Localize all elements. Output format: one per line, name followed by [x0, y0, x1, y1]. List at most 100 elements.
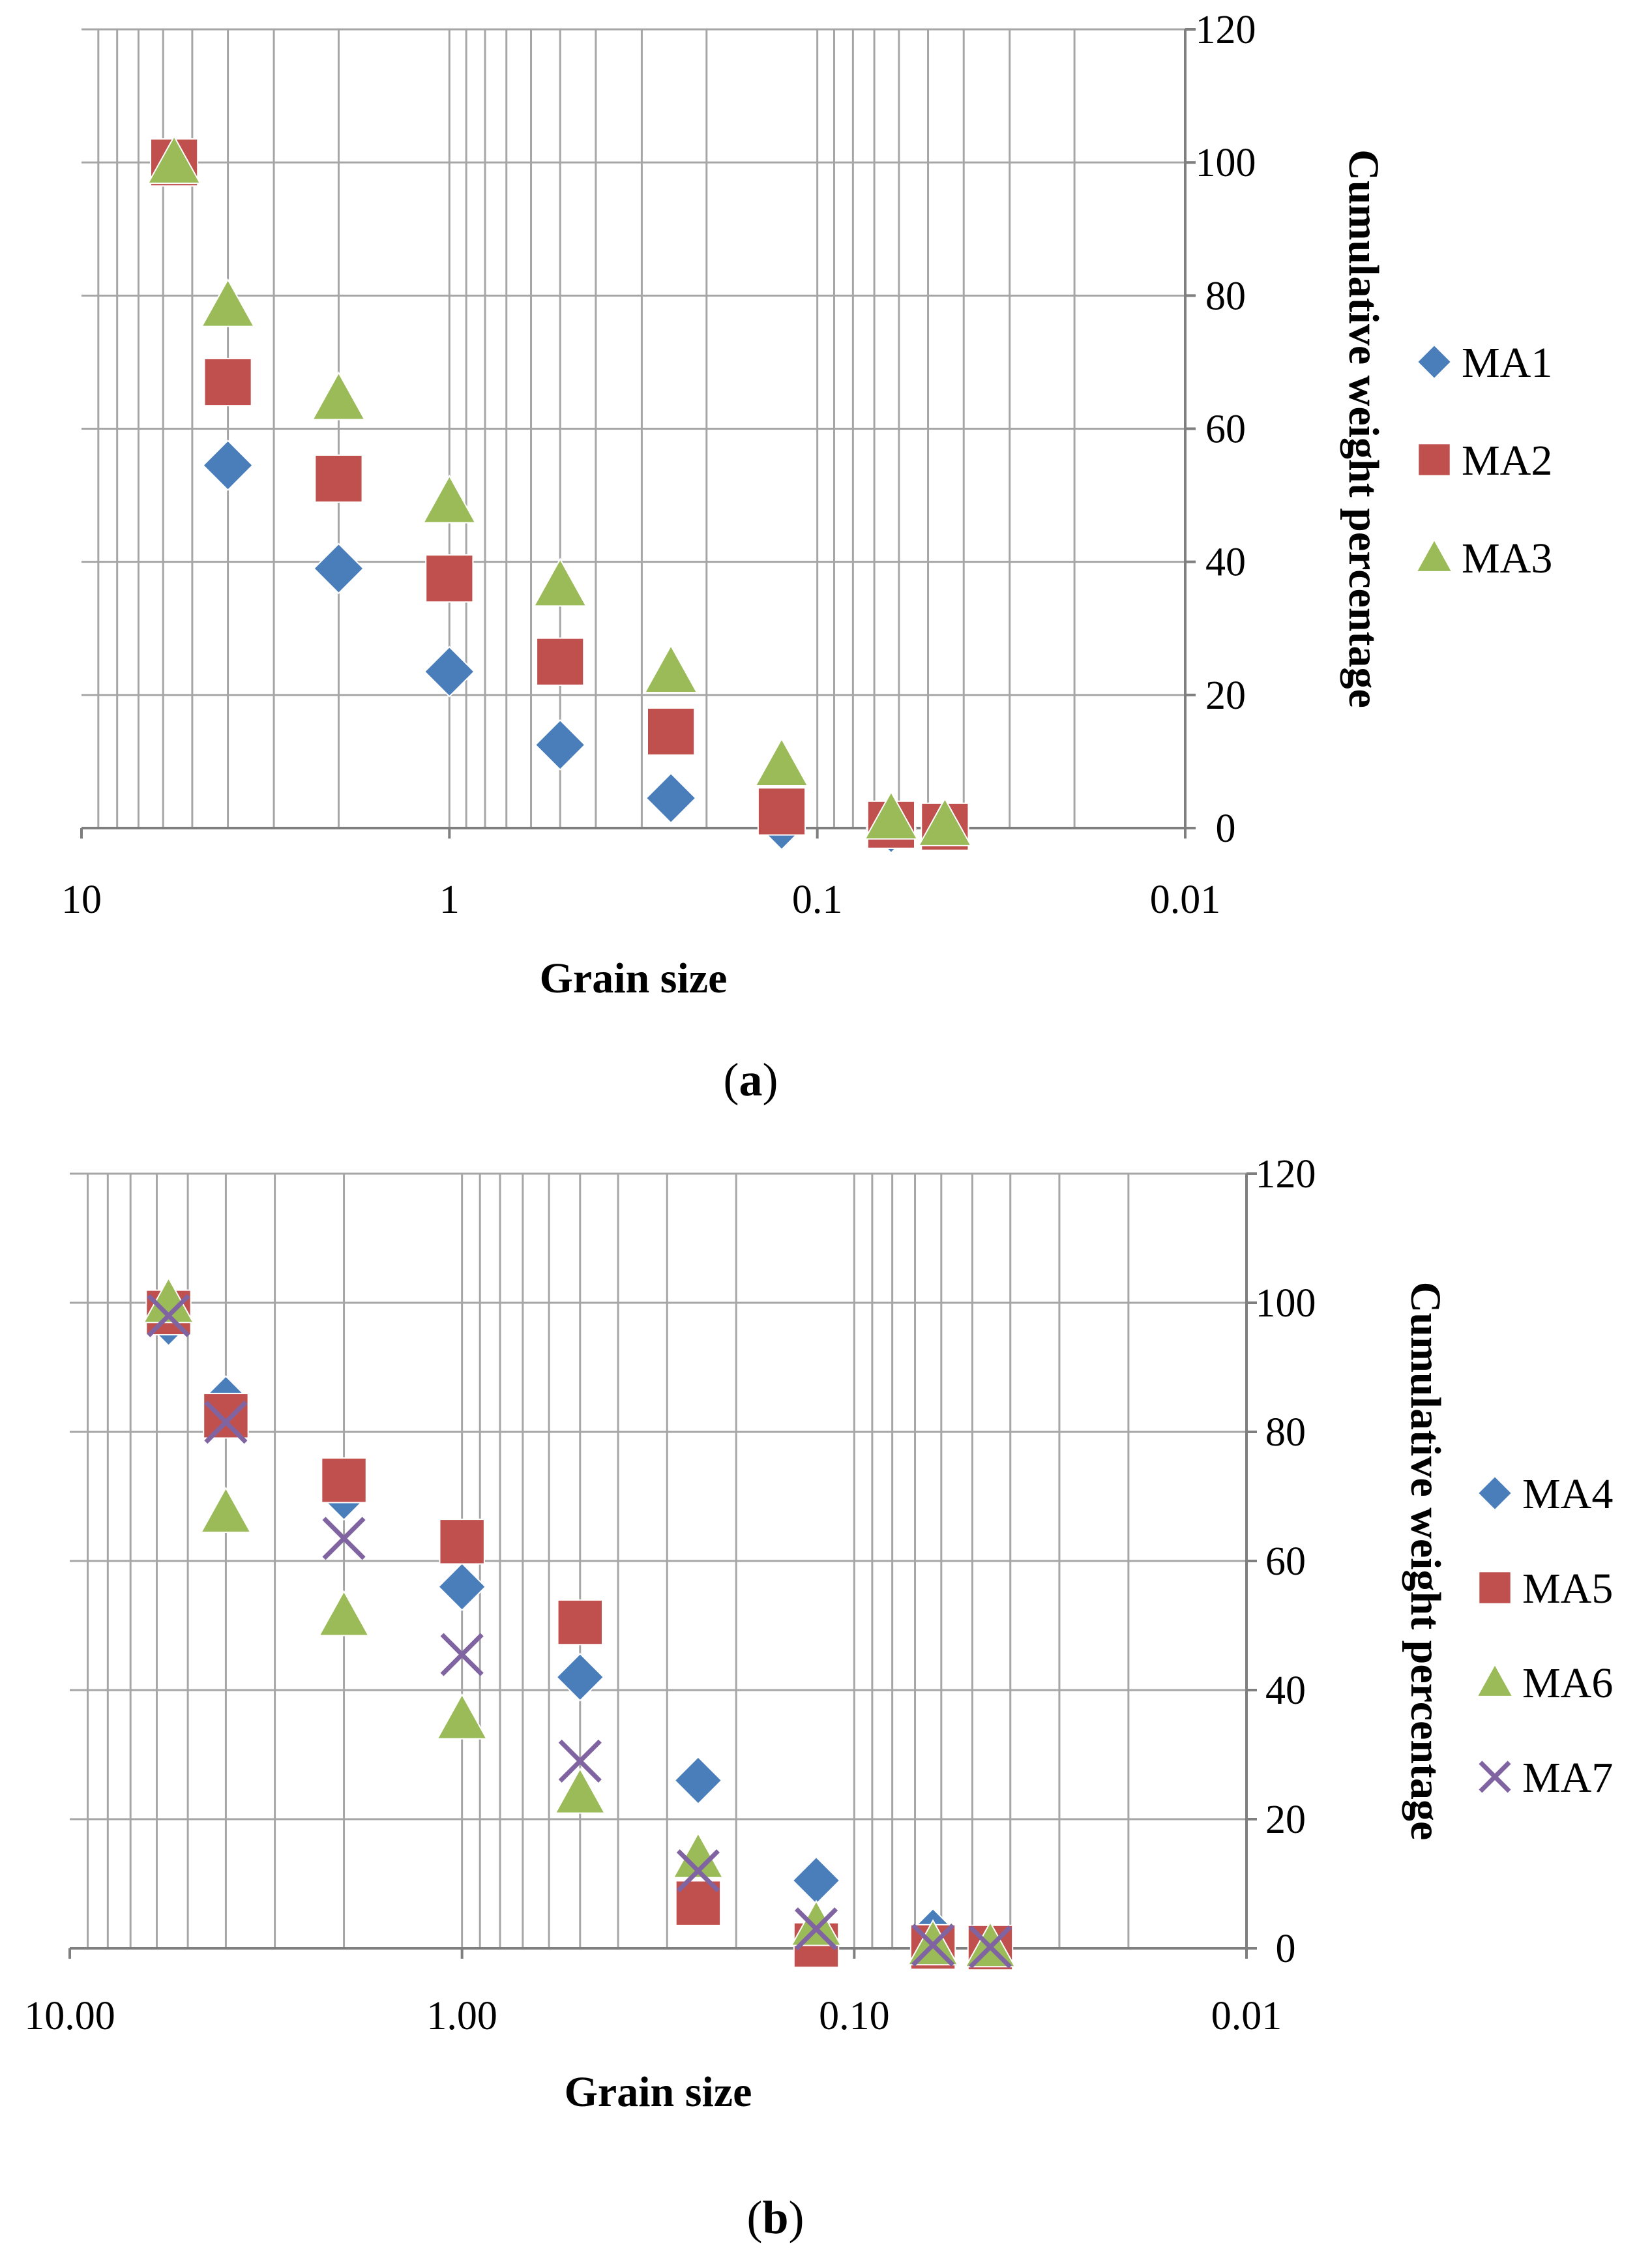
data-point	[440, 1633, 484, 1676]
data-point	[436, 1693, 488, 1740]
data-point	[147, 135, 201, 185]
y-tick-label: 0	[1276, 1927, 1296, 1971]
legend-item-ma2: MA2	[1417, 437, 1552, 484]
data-point	[314, 454, 363, 503]
y-tick-label: 40	[1265, 1669, 1306, 1713]
data-point	[794, 1907, 838, 1951]
y-tick-label: 20	[1265, 1798, 1306, 1842]
gridlines	[81, 28, 1187, 829]
data-point	[791, 1856, 841, 1905]
legend-label: MA2	[1462, 437, 1552, 484]
data-point	[203, 357, 252, 407]
data-point	[533, 557, 587, 607]
cross-stroke	[322, 1517, 366, 1560]
data-point	[554, 1767, 606, 1814]
y-tick-label: 120	[1196, 8, 1256, 52]
y-tick-label: 80	[1265, 1410, 1306, 1455]
legend-item-ma4: MA4	[1477, 1470, 1613, 1518]
x-tick-label: 0.01	[1211, 1994, 1282, 2038]
data-point	[555, 1652, 605, 1702]
chart-b: 10.00 1.00 0.10 0.01 0 20 40 60 80 100 120 Grain si…	[24, 1152, 1613, 2244]
y-tick-label: 100	[1256, 1281, 1316, 1326]
x-tick-label: 0.10	[819, 1994, 890, 2038]
cross-stroke	[911, 1923, 955, 1967]
data-point	[204, 1401, 248, 1444]
legend-item-ma1: MA1	[1416, 339, 1552, 387]
x-tick-label: 1.00	[426, 1994, 497, 2038]
cross-stroke	[204, 1401, 248, 1444]
data-point	[754, 737, 809, 786]
cross-stroke	[1479, 1760, 1511, 1793]
legend-item-ma3: MA3	[1415, 535, 1552, 582]
legend-marker	[1479, 1760, 1511, 1793]
legend-label: MA4	[1522, 1470, 1613, 1518]
x-axis-label: Grain size	[540, 955, 728, 1002]
legend-marker	[1415, 538, 1453, 572]
data-point	[646, 707, 696, 756]
x-tick-label: 0.01	[1150, 878, 1221, 922]
legend-label: MA1	[1462, 339, 1552, 387]
data-point	[425, 554, 474, 603]
data-point	[322, 1517, 366, 1560]
x-tick-label: 0.1	[792, 878, 843, 922]
legend-marker	[1416, 344, 1453, 380]
y-tick-label: 0	[1216, 807, 1236, 851]
data-point	[422, 474, 477, 524]
chart-a: 10 1 0.1 0.01 0 20 40 60 80 100 120 Grain size Cumul…	[61, 8, 1552, 1106]
legend-label: MA5	[1522, 1565, 1613, 1612]
data-point	[318, 1590, 370, 1637]
data-point	[536, 637, 585, 686]
legend-marker	[1476, 1663, 1514, 1697]
series-ma3	[147, 135, 972, 846]
cross-stroke	[558, 1739, 602, 1783]
data-point	[147, 1294, 190, 1337]
data-point	[321, 1457, 367, 1504]
legend: MA4 MA5 MA6 MA7	[1476, 1470, 1613, 1802]
series-ma7	[147, 1294, 1012, 1969]
data-point	[676, 1849, 720, 1893]
legend-marker	[1478, 1571, 1512, 1605]
x-tick-label: 1	[439, 878, 460, 922]
y-tick-label: 120	[1256, 1152, 1316, 1196]
y-tick-label: 80	[1205, 274, 1246, 318]
data-point	[645, 772, 697, 824]
cross-stroke	[147, 1294, 190, 1337]
x-tick-label: 10.00	[24, 1994, 115, 2038]
data-point	[864, 790, 919, 840]
data-point	[757, 787, 806, 836]
data-point	[200, 278, 256, 327]
data-point	[673, 1756, 723, 1805]
y-tick-label: 40	[1205, 541, 1246, 585]
panel-caption: (a)	[724, 1054, 778, 1106]
data-point	[439, 1519, 485, 1565]
y-tick-label: 100	[1196, 141, 1256, 185]
y-tick-label: 20	[1205, 674, 1246, 718]
y-tick-label: 60	[1205, 408, 1246, 452]
data-point	[917, 797, 972, 846]
data-point	[203, 1393, 249, 1439]
cross-stroke	[676, 1849, 720, 1893]
legend-item-ma6: MA6	[1476, 1659, 1613, 1707]
data-point	[911, 1923, 955, 1967]
y-axis-label: Cumulative weight percentage	[1340, 149, 1387, 708]
data-point	[968, 1925, 1012, 1969]
data-point	[202, 439, 254, 492]
legend-item-ma7: MA7	[1479, 1754, 1613, 1802]
legend: MA1 MA2 MA3	[1415, 339, 1552, 582]
data-point	[313, 542, 364, 595]
legend-label: MA3	[1462, 535, 1552, 582]
panel-caption: (b)	[746, 2191, 804, 2244]
data-point	[643, 644, 698, 694]
data-point	[790, 1899, 842, 1946]
cross-stroke	[440, 1633, 484, 1676]
data-point	[423, 646, 475, 698]
cross-stroke	[968, 1925, 1012, 1969]
data-point	[558, 1739, 602, 1783]
y-tick-label: 60	[1265, 1539, 1306, 1584]
x-tick-label: 10	[61, 878, 102, 922]
cross-stroke	[794, 1907, 838, 1951]
legend-item-ma5: MA5	[1478, 1565, 1613, 1612]
gridlines	[70, 1172, 1248, 1950]
legend-marker	[1417, 443, 1451, 477]
